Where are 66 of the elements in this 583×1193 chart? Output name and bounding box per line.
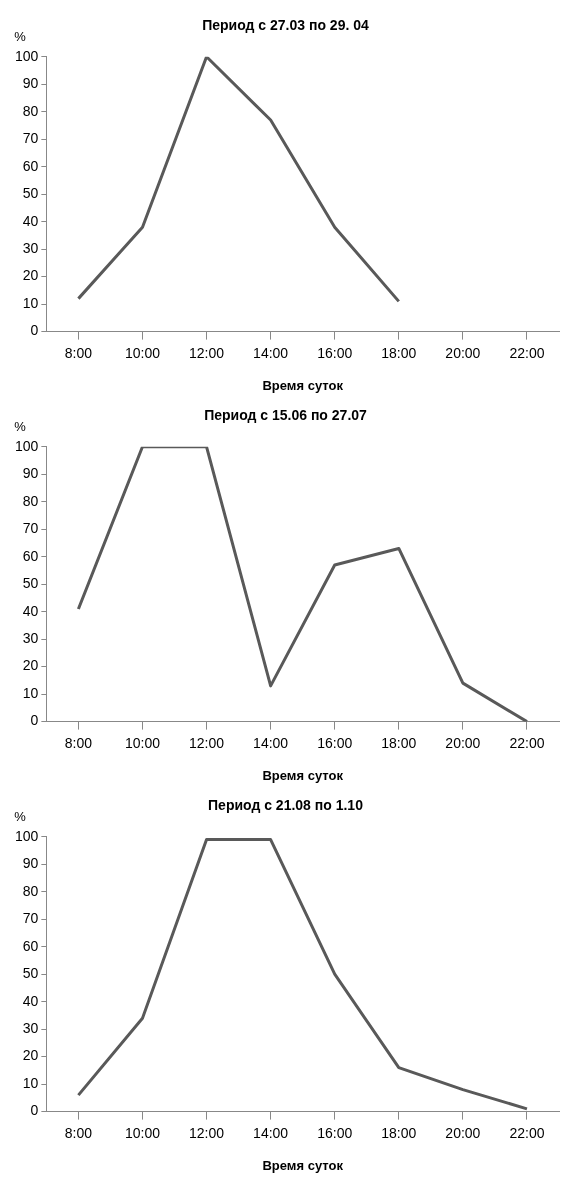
x-tick-label: 16:00 [317, 344, 353, 361]
y-tick-label: 60 [22, 157, 39, 174]
y-tick-label: 10 [22, 1074, 39, 1091]
y-tick-label: 20 [22, 657, 39, 674]
y-axis-title: % [14, 808, 27, 824]
x-tick-label: 8:00 [64, 734, 93, 751]
x-tick-label: 14:00 [253, 344, 289, 361]
y-tick-label: 70 [22, 910, 39, 927]
x-tick-label: 8:00 [64, 344, 93, 361]
y-tick-label: 100 [15, 47, 39, 64]
y-tick-label: 60 [22, 937, 39, 954]
y-tick-label: 70 [22, 520, 39, 537]
x-axis-title: Время суток [262, 767, 344, 783]
x-tick-label: 18:00 [381, 734, 417, 751]
chart-title: Период с 27.03 по 29. 04 [202, 17, 369, 34]
y-axis-title: % [14, 418, 27, 434]
y-tick-label: 80 [22, 102, 39, 119]
x-tick-label: 14:00 [253, 734, 289, 751]
x-tick-label: 8:00 [64, 1124, 93, 1141]
x-tick-label: 18:00 [381, 344, 417, 361]
y-tick-label: 70 [22, 130, 39, 147]
y-axis-title: % [14, 28, 27, 44]
y-tick-label: 0 [30, 322, 39, 339]
x-tick-label: 22:00 [509, 1124, 545, 1141]
y-tick-label: 80 [22, 882, 39, 899]
x-tick-label: 10:00 [124, 344, 161, 361]
y-tick-label: 60 [22, 547, 39, 564]
y-tick-label: 50 [22, 965, 39, 982]
y-tick-label: 50 [22, 575, 39, 592]
x-tick-label: 22:00 [509, 344, 545, 361]
y-tick-label: 50 [22, 185, 39, 202]
chart-title: Период с 21.08 по 1.10 [208, 797, 364, 814]
x-axis-title: Время суток [262, 1157, 344, 1173]
y-tick-label: 40 [22, 212, 39, 229]
x-tick-label: 14:00 [253, 1124, 289, 1141]
y-tick-label: 100 [15, 827, 39, 844]
x-axis-title: Время суток [262, 377, 344, 393]
y-tick-label: 30 [22, 1020, 39, 1037]
y-tick-label: 90 [22, 465, 39, 482]
y-tick-label: 40 [22, 992, 39, 1009]
x-tick-label: 12:00 [189, 1124, 225, 1141]
y-tick-label: 100 [15, 437, 39, 454]
x-tick-label: 20:00 [445, 344, 481, 361]
x-tick-label: 12:00 [189, 344, 225, 361]
y-tick-label: 80 [22, 492, 39, 509]
y-tick-label: 10 [22, 684, 39, 701]
x-tick-label: 20:00 [445, 1124, 481, 1141]
x-tick-label: 20:00 [445, 734, 481, 751]
x-tick-label: 16:00 [317, 1124, 353, 1141]
chart-title: Период с 15.06 по 27.07 [204, 407, 368, 424]
x-tick-label: 10:00 [124, 734, 161, 751]
x-tick-label: 18:00 [381, 1124, 417, 1141]
y-tick-label: 0 [30, 712, 39, 729]
x-tick-label: 16:00 [317, 734, 353, 751]
y-tick-label: 0 [30, 1102, 39, 1119]
y-tick-label: 20 [22, 1047, 39, 1064]
y-tick-label: 20 [22, 267, 39, 284]
y-tick-label: 30 [22, 630, 39, 647]
y-tick-label: 40 [22, 602, 39, 619]
x-tick-label: 12:00 [189, 734, 225, 751]
x-tick-label: 22:00 [509, 734, 545, 751]
x-tick-label: 10:00 [124, 1124, 161, 1141]
y-tick-label: 90 [22, 855, 39, 872]
y-tick-label: 30 [22, 240, 39, 257]
y-tick-label: 10 [22, 294, 39, 311]
y-tick-label: 90 [22, 75, 39, 92]
